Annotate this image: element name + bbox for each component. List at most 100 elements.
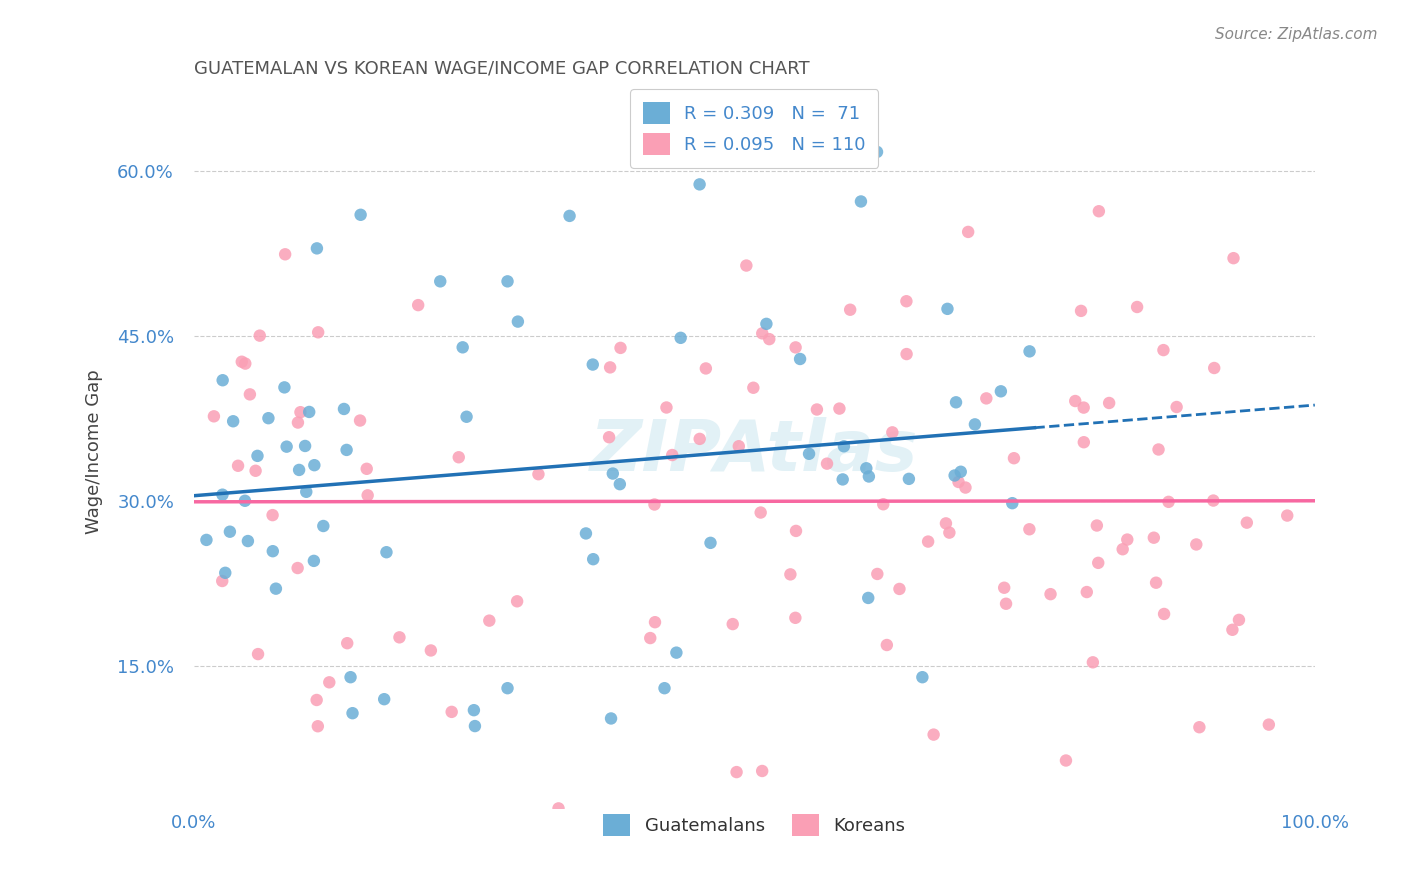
Koreans	[1126, 300, 1149, 314]
Guatemalans	[214, 566, 236, 580]
Koreans	[785, 524, 807, 538]
Koreans	[349, 413, 371, 427]
Koreans	[1087, 556, 1109, 570]
Koreans	[356, 462, 378, 476]
Legend: Guatemalans, Koreans: Guatemalans, Koreans	[596, 806, 912, 843]
Guatemalans	[264, 582, 287, 596]
Koreans	[661, 448, 683, 462]
Guatemalans	[831, 472, 853, 486]
Koreans	[287, 416, 309, 430]
Guatemalans	[294, 439, 316, 453]
Guatemalans	[211, 488, 233, 502]
Guatemalans	[342, 706, 364, 721]
Guatemalans	[945, 395, 967, 409]
Koreans	[388, 631, 411, 645]
Koreans	[305, 693, 328, 707]
Koreans	[727, 439, 749, 453]
Guatemalans	[609, 477, 631, 491]
Koreans	[1185, 537, 1208, 551]
Koreans	[735, 259, 758, 273]
Koreans	[506, 594, 529, 608]
Koreans	[447, 450, 470, 465]
Koreans	[689, 432, 711, 446]
Koreans	[725, 765, 748, 780]
Koreans	[1085, 518, 1108, 533]
Guatemalans	[219, 524, 242, 539]
Guatemalans	[211, 373, 233, 387]
Koreans	[1188, 720, 1211, 734]
Koreans	[828, 401, 851, 416]
Guatemalans	[233, 493, 256, 508]
Koreans	[1002, 451, 1025, 466]
Guatemalans	[464, 719, 486, 733]
Koreans	[806, 402, 828, 417]
Koreans	[882, 425, 904, 440]
Guatemalans	[288, 463, 311, 477]
Koreans	[1081, 656, 1104, 670]
Koreans	[336, 636, 359, 650]
Koreans	[307, 326, 329, 340]
Guatemalans	[339, 670, 361, 684]
Koreans	[866, 566, 889, 581]
Koreans	[1070, 304, 1092, 318]
Guatemalans	[195, 533, 218, 547]
Guatemalans	[496, 274, 519, 288]
Guatemalans	[665, 646, 688, 660]
Koreans	[655, 401, 678, 415]
Koreans	[839, 302, 862, 317]
Koreans	[440, 705, 463, 719]
Koreans	[527, 467, 550, 482]
Guatemalans	[858, 591, 880, 605]
Koreans	[872, 497, 894, 511]
Koreans	[239, 387, 262, 401]
Guatemalans	[236, 534, 259, 549]
Koreans	[307, 719, 329, 733]
Guatemalans	[575, 526, 598, 541]
Koreans	[356, 488, 378, 502]
Koreans	[406, 298, 429, 312]
Guatemalans	[349, 208, 371, 222]
Koreans	[226, 458, 249, 473]
Koreans	[1076, 585, 1098, 599]
Guatemalans	[755, 317, 778, 331]
Koreans	[249, 328, 271, 343]
Koreans	[520, 847, 543, 861]
Y-axis label: Wage/Income Gap: Wage/Income Gap	[86, 369, 103, 534]
Koreans	[211, 574, 233, 588]
Koreans	[644, 615, 666, 630]
Koreans	[274, 247, 297, 261]
Guatemalans	[949, 465, 972, 479]
Koreans	[1054, 754, 1077, 768]
Guatemalans	[222, 414, 245, 428]
Koreans	[976, 392, 998, 406]
Text: ZIPAtlas: ZIPAtlas	[591, 417, 918, 486]
Guatemalans	[582, 358, 605, 372]
Koreans	[935, 516, 957, 531]
Koreans	[231, 355, 253, 369]
Koreans	[749, 506, 772, 520]
Koreans	[419, 643, 441, 657]
Koreans	[1157, 495, 1180, 509]
Koreans	[1144, 575, 1167, 590]
Guatemalans	[789, 351, 811, 366]
Koreans	[957, 225, 980, 239]
Koreans	[876, 638, 898, 652]
Guatemalans	[797, 447, 820, 461]
Guatemalans	[375, 545, 398, 559]
Guatemalans	[1001, 496, 1024, 510]
Text: Source: ZipAtlas.com: Source: ZipAtlas.com	[1215, 27, 1378, 42]
Guatemalans	[1018, 344, 1040, 359]
Koreans	[1098, 396, 1121, 410]
Koreans	[751, 326, 773, 341]
Koreans	[1204, 361, 1226, 376]
Guatemalans	[305, 241, 328, 255]
Guatemalans	[582, 552, 605, 566]
Guatemalans	[262, 544, 284, 558]
Guatemalans	[463, 703, 485, 717]
Guatemalans	[456, 409, 478, 424]
Guatemalans	[451, 340, 474, 354]
Guatemalans	[302, 554, 325, 568]
Koreans	[785, 340, 807, 354]
Koreans	[643, 498, 665, 512]
Koreans	[1222, 623, 1244, 637]
